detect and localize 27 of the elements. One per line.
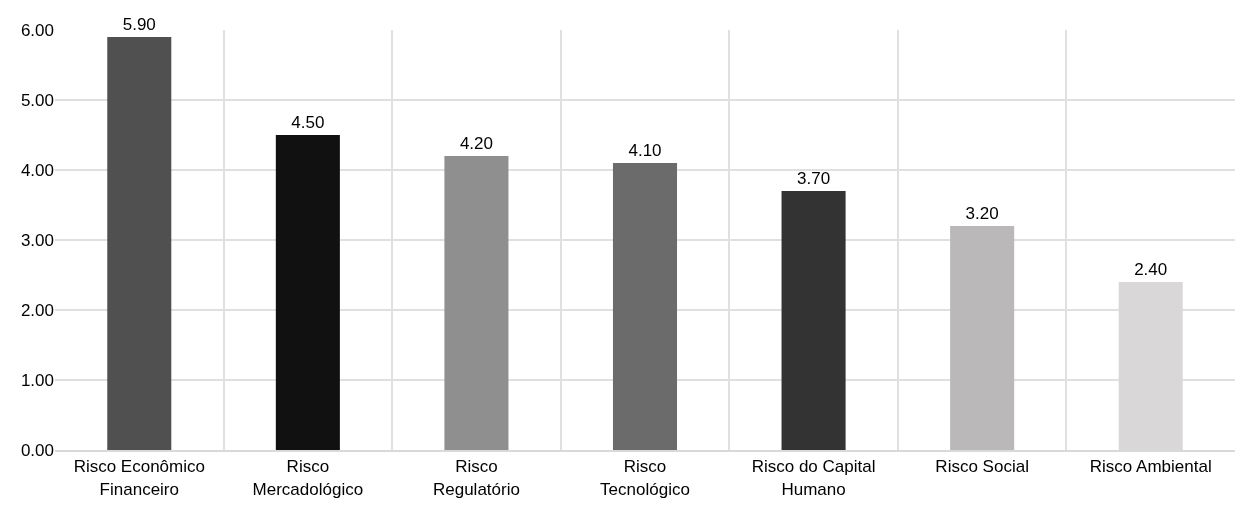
x-tick-label: Risco Mercadológico: [252, 457, 364, 499]
data-label: 5.90: [122, 15, 156, 34]
x-tick-label: Risco Econômico Financeiro: [73, 457, 205, 499]
y-tick-label: 2.00: [20, 300, 54, 320]
data-label: 3.20: [965, 204, 999, 223]
y-tick-label: 1.00: [20, 370, 54, 390]
bar: [950, 226, 1015, 450]
y-tick-label: 4.00: [20, 160, 54, 180]
y-tick-label: 5.00: [20, 90, 54, 110]
bar: [612, 163, 678, 450]
x-tick-label: Risco Ambiental: [1089, 457, 1212, 477]
y-tick-label: 6.00: [20, 20, 54, 40]
y-tick-label: 0.00: [20, 440, 54, 460]
x-tick-label: Risco Tecnológico: [600, 457, 690, 499]
x-tick-label: Risco Social: [935, 457, 1029, 477]
data-label: 4.20: [459, 134, 493, 153]
data-label: 3.70: [797, 169, 831, 188]
bar: [444, 156, 509, 450]
y-tick-label: 3.00: [20, 230, 54, 250]
x-tick-label: Risco do Capital Humano: [751, 457, 876, 499]
data-label: 4.10: [628, 141, 662, 160]
bar: [107, 37, 172, 450]
x-tick-label: Risco Regulatório: [432, 457, 520, 499]
bar: [781, 191, 846, 450]
data-label: 4.50: [291, 113, 325, 132]
bar: [275, 135, 340, 450]
data-label: 2.40: [1134, 260, 1168, 279]
